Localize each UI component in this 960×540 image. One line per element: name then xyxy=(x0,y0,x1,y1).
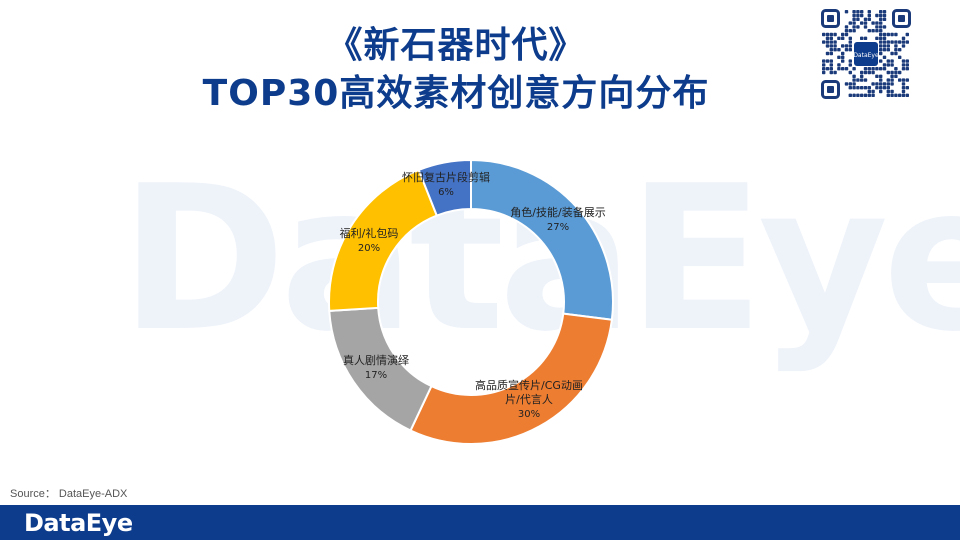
slice-label-3: 真人剧情演绎 xyxy=(343,353,409,367)
slice-value-4: 20% xyxy=(358,243,380,254)
page-title: 《新石器时代》 TOP30高效素材创意方向分布 xyxy=(0,22,912,118)
source-note: Source： DataEye-ADX xyxy=(10,488,128,500)
footer-bar: DataEye xyxy=(0,505,960,540)
footer-logo: DataEye xyxy=(24,509,133,537)
slice-label-5: 怀旧复古片段剪辑 xyxy=(402,170,490,184)
slice-value-3: 17% xyxy=(365,370,387,381)
title-line-2: TOP30高效素材创意方向分布 xyxy=(202,73,710,114)
slice-label-4: 福利/礼包码 xyxy=(340,226,399,240)
donut-slice-1 xyxy=(470,158,614,321)
donut-slice-2 xyxy=(409,312,613,445)
donut-slice-4 xyxy=(328,168,439,312)
qr-code: DataEye xyxy=(820,8,912,100)
slice-label-1: 角色/技能/装备展示 xyxy=(510,205,605,219)
donut-slice-5 xyxy=(417,158,472,217)
slice-value-2: 30% xyxy=(518,409,540,420)
slice-value-1: 27% xyxy=(547,222,569,233)
title-line-1: 《新石器时代》 xyxy=(326,25,586,66)
slice-label-2: 高品质宣传片/CG动画片/代言人 xyxy=(475,378,583,406)
slice-value-5: 6% xyxy=(438,187,454,198)
qr-center-label: DataEye xyxy=(853,52,879,59)
